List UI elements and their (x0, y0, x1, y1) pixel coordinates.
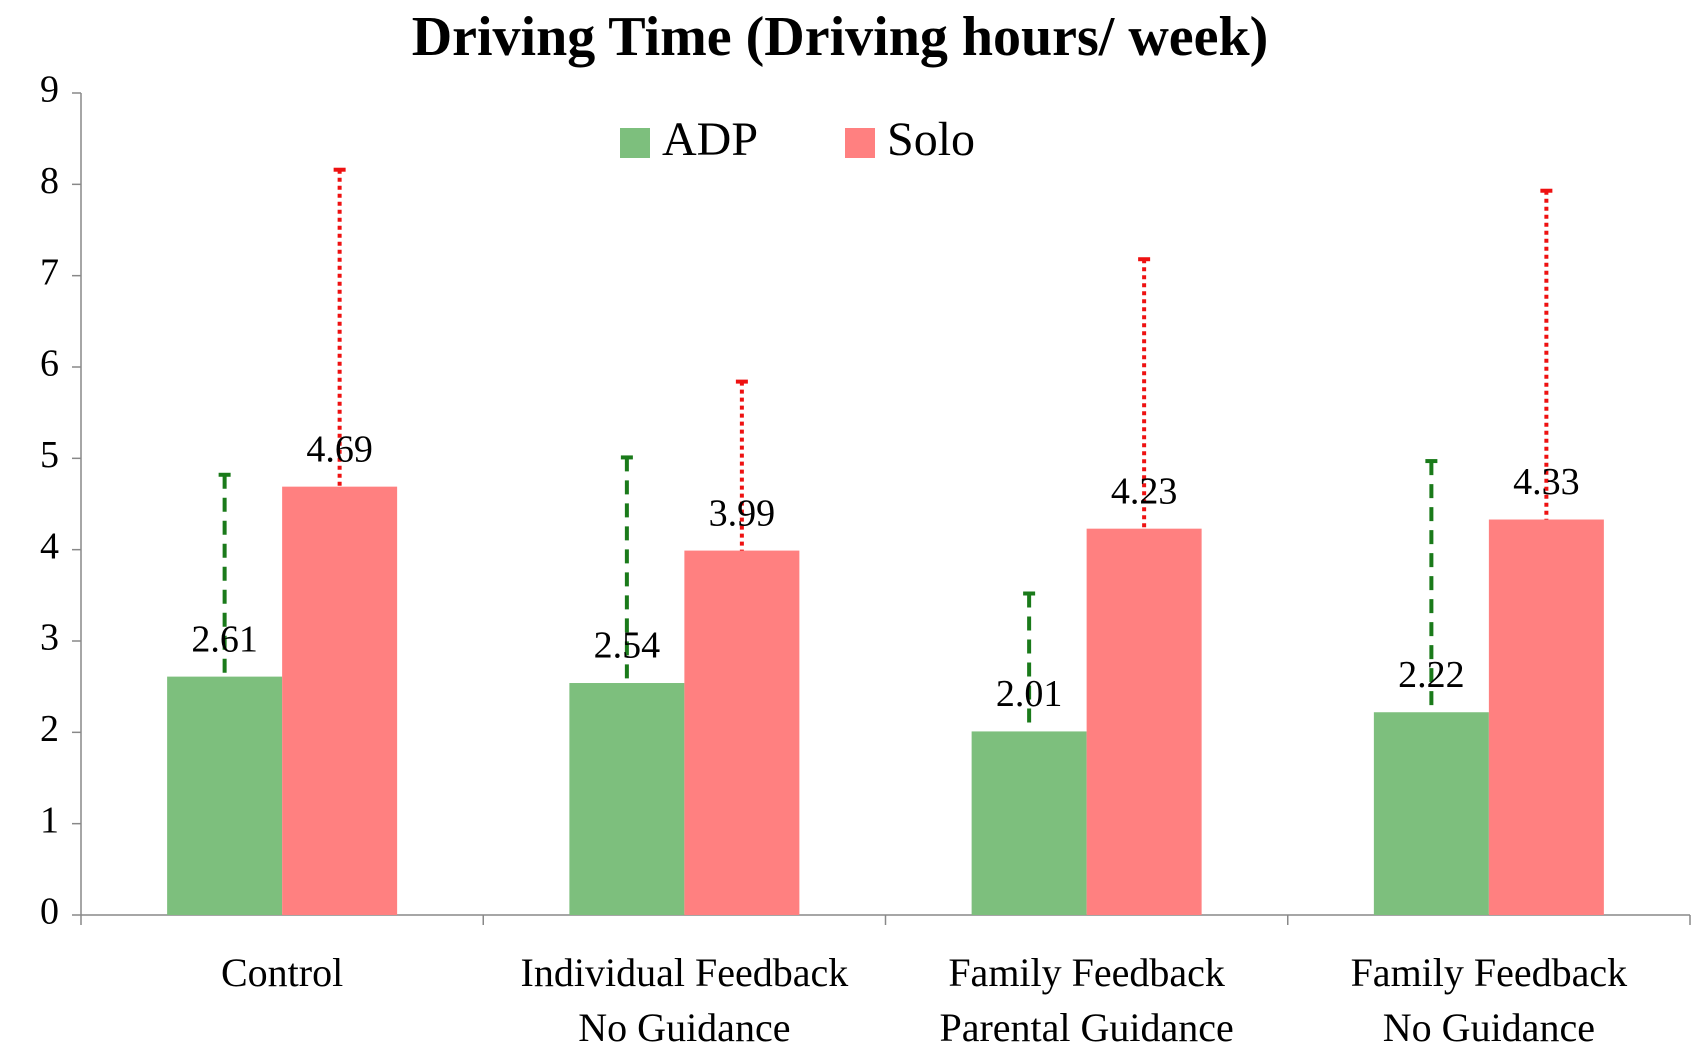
bar (569, 683, 685, 915)
x-tick-label: No Guidance (578, 1005, 790, 1050)
bar (971, 731, 1087, 915)
legend-swatch (620, 128, 650, 158)
y-tick-label: 2 (40, 708, 59, 750)
y-tick-label: 5 (40, 434, 59, 476)
value-label: 2.01 (996, 673, 1063, 715)
value-label: 4.69 (306, 428, 373, 470)
bar (684, 550, 800, 915)
bar (1488, 519, 1604, 915)
legend-label: Solo (887, 113, 975, 166)
value-label: 4.23 (1111, 470, 1178, 512)
plot-area (218, 167, 1553, 915)
bar (282, 486, 398, 915)
value-label: 2.61 (191, 618, 258, 660)
x-tick-label: Parental Guidance (939, 1005, 1233, 1050)
y-tick-label: 4 (40, 525, 59, 567)
x-tick-label: Family Feedback (1351, 950, 1628, 995)
value-label: 2.22 (1398, 654, 1465, 696)
x-tick-label: Individual Feedback (521, 950, 849, 995)
y-tick-label: 8 (40, 160, 59, 202)
value-label: 2.54 (594, 625, 661, 667)
value-label: 4.33 (1513, 461, 1580, 503)
y-tick-label: 1 (40, 799, 59, 841)
x-tick-label: Family Feedback (948, 950, 1225, 995)
bar (1373, 712, 1489, 915)
x-tick-label: No Guidance (1383, 1005, 1595, 1050)
y-tick-label: 9 (40, 69, 59, 111)
y-tick-label: 0 (40, 891, 59, 933)
y-tick-label: 6 (40, 343, 59, 385)
bar (1086, 528, 1202, 915)
chart-title: Driving Time (Driving hours/ week) (412, 6, 1269, 68)
y-tick-label: 7 (40, 251, 59, 293)
x-tick-label: Control (221, 950, 343, 995)
legend-label: ADP (662, 113, 758, 166)
y-tick-label: 3 (40, 617, 59, 659)
value-label: 3.99 (709, 492, 776, 534)
bar (167, 676, 283, 915)
legend-swatch (845, 128, 875, 158)
